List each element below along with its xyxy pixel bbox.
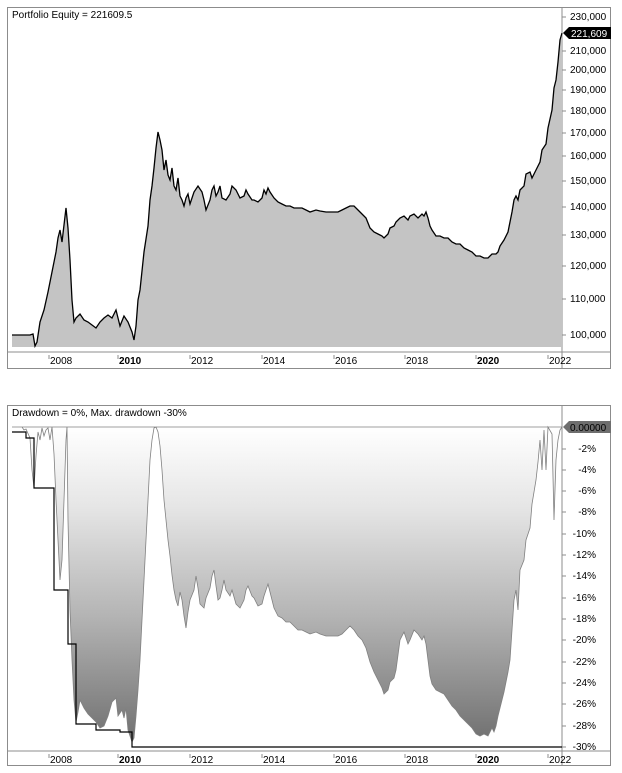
equity-last-value-marker: 221,609 — [563, 27, 611, 40]
y-tick-label: 160,000 — [570, 151, 607, 162]
x-tick-label: 2010 — [119, 356, 142, 367]
drawdown-last-value-marker: 0.00000 — [563, 421, 611, 434]
y-tick-label: 230,000 — [570, 12, 607, 23]
y-tick-label: 190,000 — [570, 85, 607, 96]
x-tick-label: 2012 — [191, 356, 214, 367]
x-tick-label: 2008 — [50, 356, 73, 367]
x-tick-label: 2020 — [477, 755, 500, 766]
drawdown-x-axis: 2008 2010 2012 2014 2016 2018 2020 2022 — [48, 754, 572, 766]
x-tick-label: 2016 — [335, 755, 358, 766]
x-tick-label: 2020 — [477, 356, 500, 367]
drawdown-chart-title: Drawdown = 0%, Max. drawdown -30% — [12, 408, 187, 419]
x-tick-label: 2008 — [50, 755, 73, 766]
x-tick-label: 2016 — [335, 356, 358, 367]
equity-chart-title: Portfolio Equity = 221609.5 — [12, 10, 133, 21]
y-tick-label: 170,000 — [570, 128, 607, 139]
x-tick-label: 2010 — [119, 755, 142, 766]
x-tick-label: 2012 — [191, 755, 214, 766]
y-tick-label: -8% — [578, 507, 596, 518]
y-tick-label: -18% — [573, 614, 596, 625]
x-tick-label: 2018 — [406, 755, 429, 766]
equity-chart: 230,000 210,000 200,000 190,000 180,000 … — [8, 8, 611, 368]
y-tick-label: 110,000 — [570, 294, 606, 305]
y-tick-label: 150,000 — [570, 176, 607, 187]
last-value-label: 0.00000 — [570, 423, 607, 434]
y-tick-label: 200,000 — [570, 65, 607, 76]
y-tick-label: -22% — [573, 657, 596, 668]
y-tick-label: 100,000 — [570, 330, 607, 341]
y-tick-label: 210,000 — [570, 46, 607, 57]
y-tick-label: 130,000 — [570, 230, 607, 241]
x-tick-label: 2018 — [406, 356, 429, 367]
last-value-label: 221,609 — [571, 29, 608, 40]
y-tick-label: -14% — [573, 571, 596, 582]
x-tick-label: 2022 — [549, 356, 572, 367]
y-tick-label: -24% — [573, 678, 596, 689]
drawdown-area — [12, 425, 563, 744]
equity-x-axis: 2008 2010 2012 2014 2016 2018 2020 2022 — [48, 355, 572, 367]
y-tick-label: -20% — [573, 635, 596, 646]
y-tick-label: 120,000 — [570, 261, 607, 272]
y-tick-label: -16% — [573, 593, 596, 604]
y-tick-label: -10% — [573, 529, 596, 540]
y-tick-label: -6% — [578, 486, 596, 497]
equity-y-axis: 230,000 210,000 200,000 190,000 180,000 … — [562, 12, 607, 341]
y-tick-label: -30% — [573, 742, 596, 753]
y-tick-label: -2% — [578, 444, 596, 455]
drawdown-y-axis: -2% -4% -6% -8% -10% -12% -14% -16% -18%… — [562, 444, 596, 753]
equity-area — [12, 33, 562, 347]
y-tick-label: -28% — [573, 721, 596, 732]
y-tick-label: -12% — [573, 550, 596, 561]
y-tick-label: 140,000 — [570, 202, 607, 213]
y-tick-label: 180,000 — [570, 106, 607, 117]
y-tick-label: -4% — [578, 465, 596, 476]
x-tick-label: 2014 — [263, 356, 286, 367]
y-tick-label: -26% — [573, 699, 596, 710]
equity-line — [12, 32, 563, 349]
x-tick-label: 2022 — [549, 755, 572, 766]
max-drawdown-line — [12, 431, 562, 748]
x-tick-label: 2014 — [263, 755, 286, 766]
